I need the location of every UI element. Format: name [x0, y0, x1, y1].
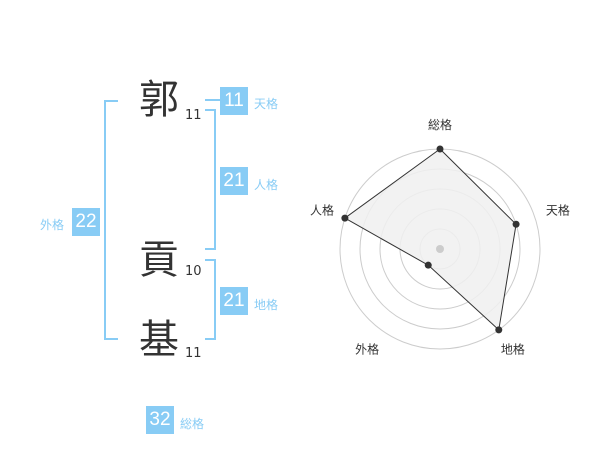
jinkaku-label: 人格 [254, 178, 279, 192]
gaikaku-value: 22 [72, 208, 100, 236]
radar-axis-label: 総格 [428, 117, 452, 132]
soukaku-value: 32 [146, 406, 174, 434]
radar-area [343, 148, 517, 331]
gaikaku-label: 外格 [40, 218, 65, 232]
name-char-1: 郭 [139, 77, 179, 123]
stroke-count-3: 11 [185, 346, 202, 361]
stroke-count-1: 11 [185, 108, 202, 123]
radar-axis-label: 地格 [501, 341, 525, 356]
radar-point [341, 214, 349, 222]
name-char-3: 基 [139, 317, 179, 363]
radar-center [436, 245, 444, 253]
tenkaku-value: 11 [220, 87, 248, 115]
radar-point [512, 220, 520, 228]
radar-axis-label: 外格 [355, 341, 379, 356]
radar-axis-label: 人格 [310, 203, 334, 218]
stroke-count-2: 10 [185, 264, 202, 279]
radar-point [495, 326, 503, 334]
radar-point [436, 145, 444, 153]
radar-axis-label: 天格 [546, 203, 570, 218]
radar-point [424, 261, 432, 269]
jinkaku-value: 21 [220, 167, 248, 195]
name-char-2: 貢 [139, 237, 179, 283]
soukaku-label: 総格 [180, 417, 205, 431]
chikaku-value: 21 [220, 287, 248, 315]
chikaku-label: 地格 [254, 298, 279, 312]
tenkaku-label: 天格 [254, 97, 279, 111]
